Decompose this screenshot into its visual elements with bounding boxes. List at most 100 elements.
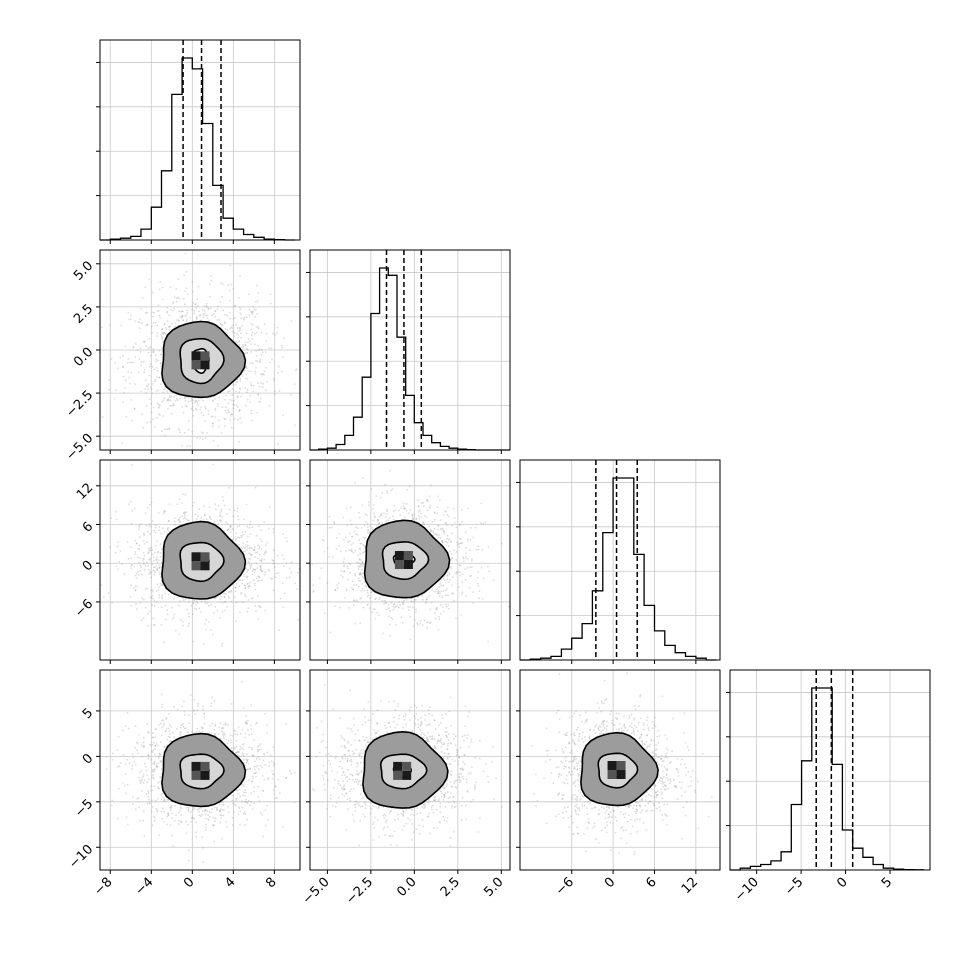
scatter-point [323,761,325,763]
scatter-point [257,326,260,329]
scatter-point [141,322,144,324]
scatter-point [185,320,188,323]
scatter-point [258,401,260,403]
scatter-point [154,354,157,357]
scatter-point [202,399,205,402]
scatter-point [161,584,164,586]
scatter-point [481,549,484,551]
scatter-point [369,597,371,599]
scatter-point [246,582,249,585]
scatter-point [220,323,223,326]
scatter-point [226,411,228,414]
scatter-point [149,363,152,365]
scatter-point [440,584,443,587]
scatter-point [158,376,161,379]
scatter-point [160,532,163,535]
scatter-point [251,311,254,313]
scatter-point [267,568,270,571]
scatter-point [191,816,194,819]
scatter-point [227,528,230,531]
scatter-point [146,311,149,314]
scatter-point [447,594,449,597]
scatter-point [286,540,288,543]
scatter-point [257,618,260,620]
scatter-point [191,308,194,311]
scatter-point [223,596,226,599]
scatter-point [198,399,200,402]
scatter-point [469,566,471,569]
scatter-point [253,582,256,585]
scatter-point [224,733,226,736]
scatter-point [250,311,253,314]
scatter-point [345,536,347,539]
scatter-point [257,785,259,788]
scatter-point [176,503,179,506]
scatter-point [118,560,121,563]
scatter-point [191,305,194,308]
scatter-point [203,713,206,716]
scatter-point [136,749,138,752]
scatter-point [208,506,211,509]
scatter-point [188,444,191,447]
scatter-point [177,320,180,322]
scatter-point [437,628,440,631]
scatter-point [160,333,163,335]
scatter-point [234,586,237,589]
scatter-point [218,396,220,399]
scatter-point [147,383,150,385]
scatter-point [252,777,255,780]
scatter-point [244,544,247,546]
scatter-point [149,525,152,528]
scatter-point [426,500,429,503]
scatter-point [425,600,428,603]
scatter-point [223,609,226,612]
scatter-point [415,608,417,611]
scatter-point [151,291,154,294]
scatter-point [152,590,154,593]
scatter-point [185,832,188,835]
scatter-point [140,769,143,772]
scatter-cloud [311,469,546,643]
scatter-point [178,520,181,523]
scatter-point [182,297,185,300]
scatter-point [155,558,158,561]
scatter-point [184,397,186,400]
scatter-point [154,571,157,573]
scatter-point [353,599,355,602]
scatter-point [196,709,199,712]
scatter-point [140,361,143,364]
scatter-point [268,404,271,407]
scatter-point [133,407,136,410]
scatter-point [426,499,429,502]
scatter-point [142,810,145,812]
scatter-point [357,577,360,580]
scatter-point [163,322,166,325]
scatter-point [136,349,139,351]
scatter-point [177,278,180,280]
scatter-point [419,509,421,512]
scatter-point [235,620,238,623]
scatter-point [239,327,242,330]
scatter-point [215,508,217,511]
scatter-point [544,584,546,586]
scatter-point [205,304,208,307]
scatter-point [247,561,250,563]
scatter-point [198,508,201,511]
scatter-point [220,817,222,819]
scatter-point [439,527,442,530]
scatter-point [184,290,187,293]
scatter-point [124,792,127,795]
scatter-point [167,814,170,817]
scatter-point [189,694,192,696]
scatter-point [343,570,346,573]
scatter-point [366,603,369,606]
scatter-point [477,571,480,574]
scatter-point [115,565,118,567]
scatter-point [108,388,110,391]
scatter-point [164,592,167,595]
scatter-point [459,564,462,567]
scatter-point [231,394,234,397]
scatter-point [244,736,247,739]
scatter-point [148,573,151,575]
scatter-point [202,519,205,521]
